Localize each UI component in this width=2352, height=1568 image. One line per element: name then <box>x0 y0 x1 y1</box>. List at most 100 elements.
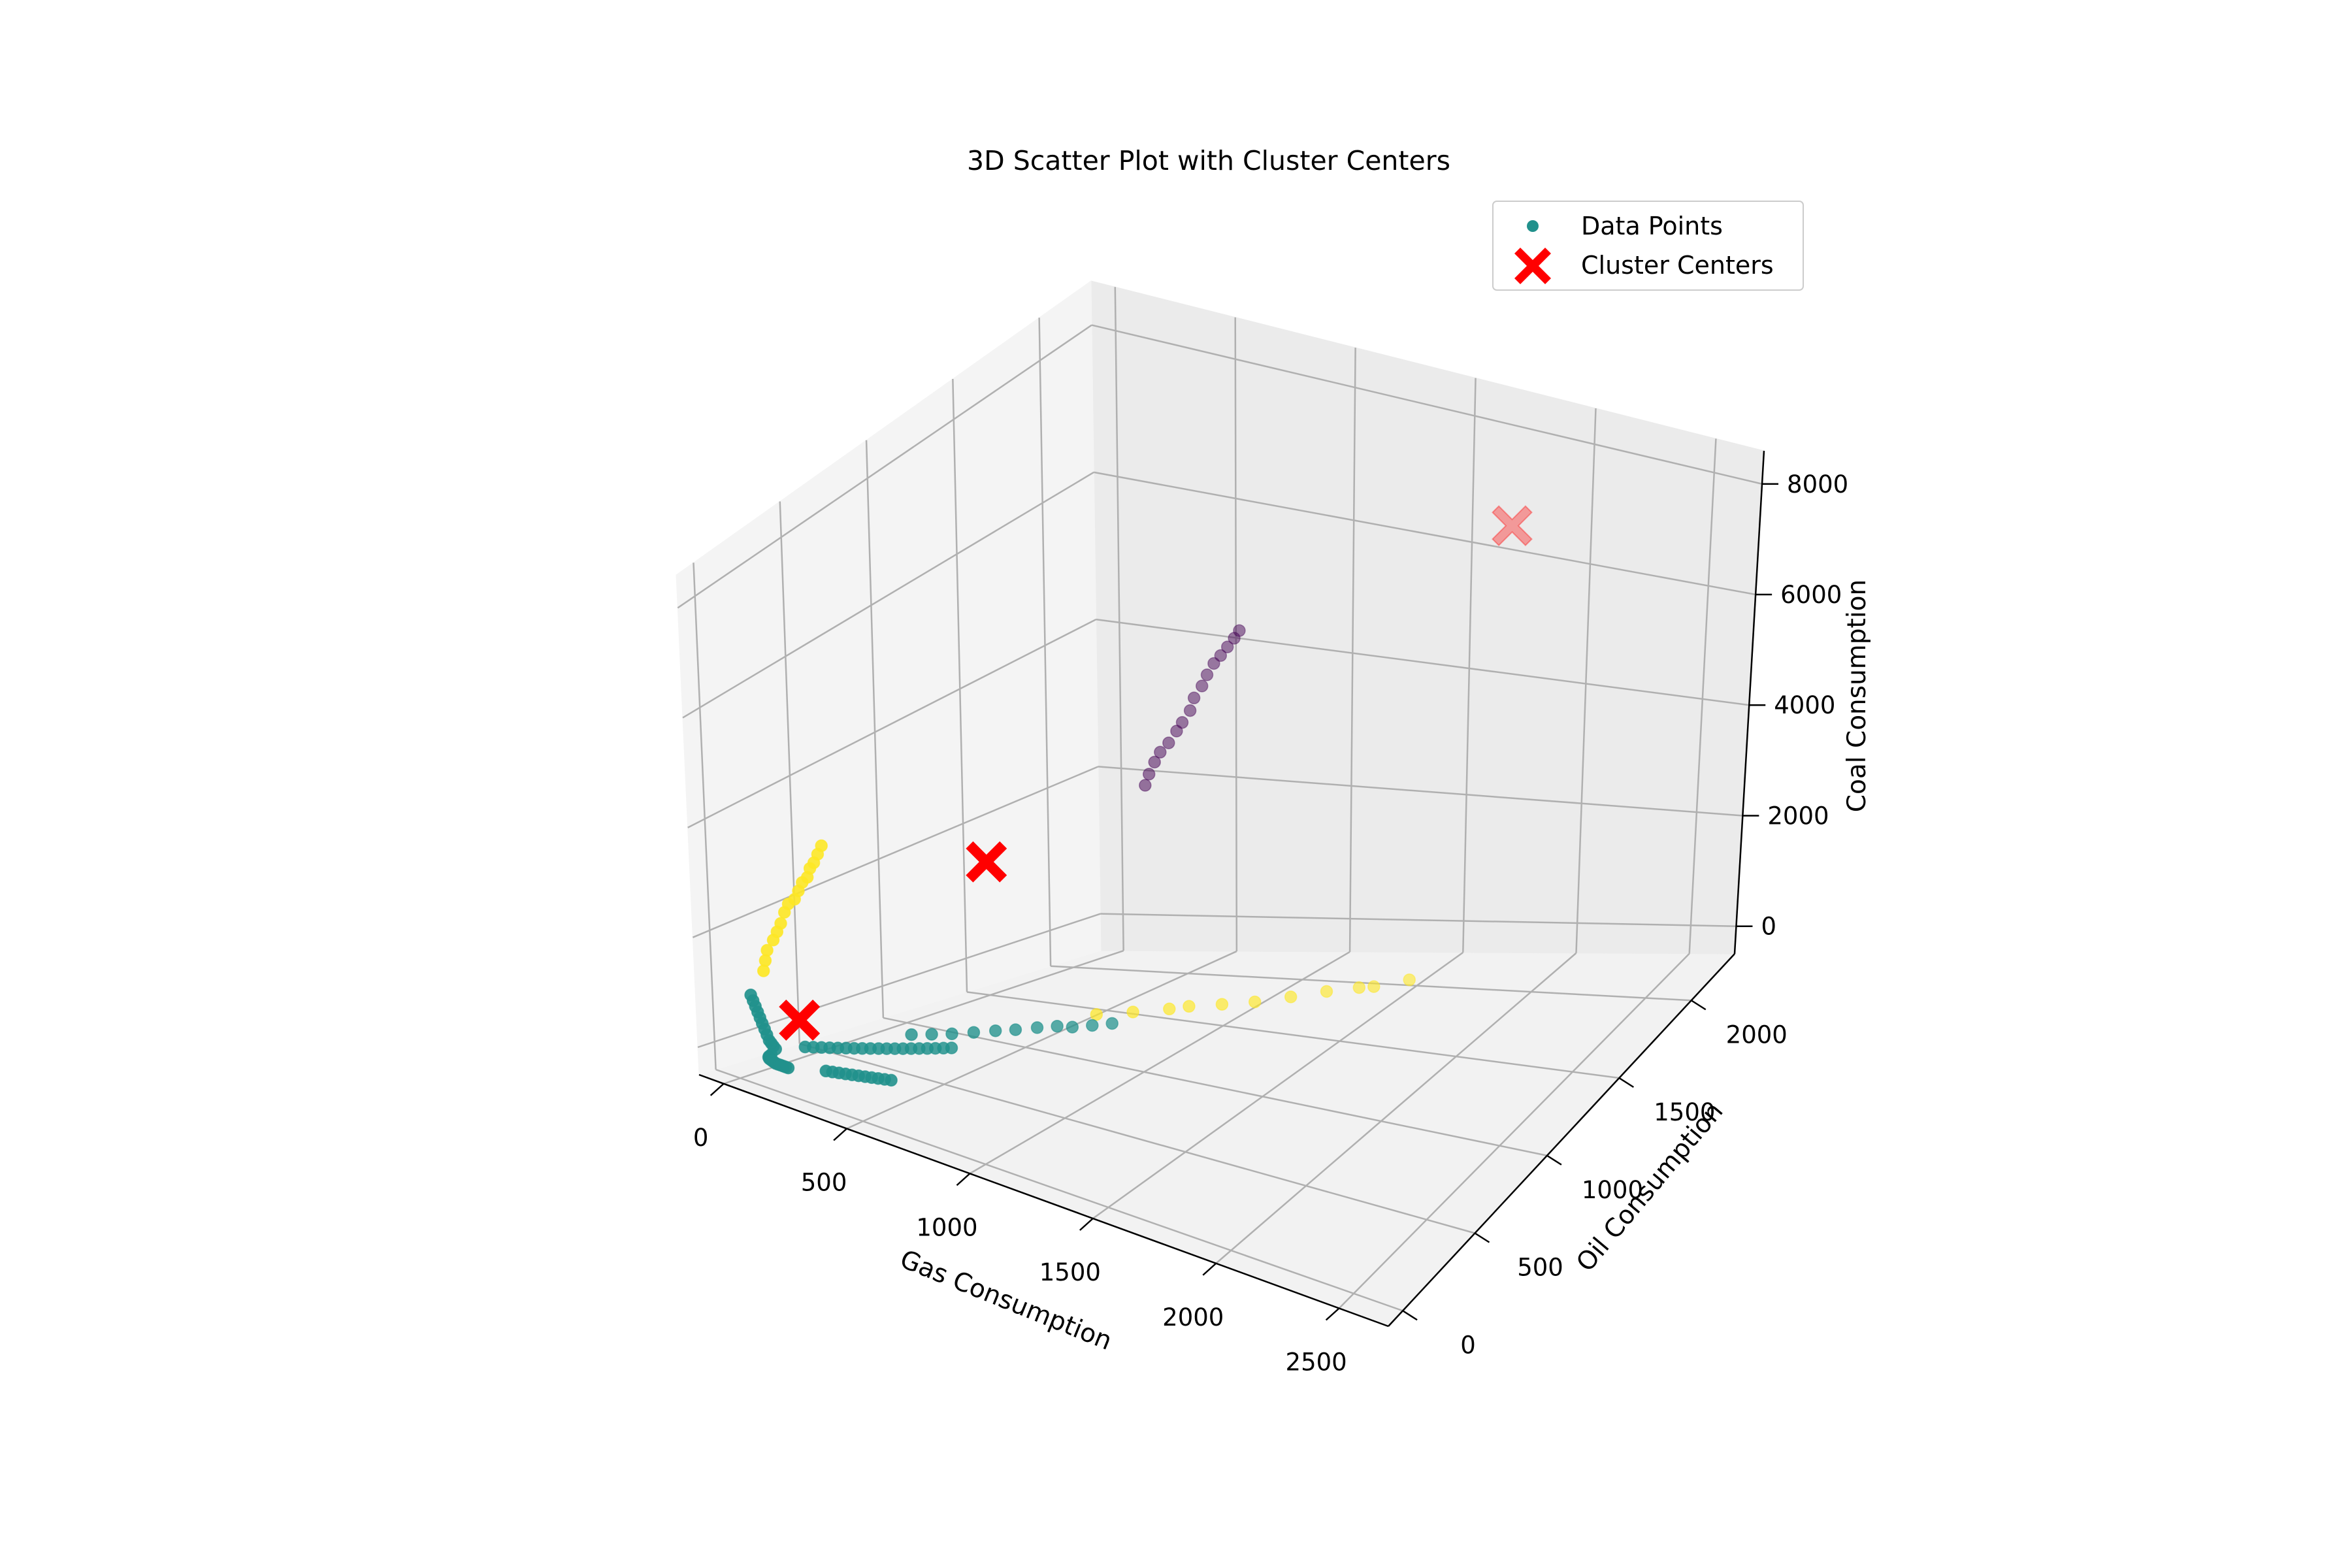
data-point <box>1090 1007 1103 1021</box>
data-point <box>1403 973 1416 987</box>
data-point <box>1215 998 1229 1011</box>
data-point <box>757 964 770 977</box>
data-point <box>1220 640 1234 653</box>
gridline <box>1348 348 1356 952</box>
legend: Data Points Cluster Centers <box>1492 201 1804 291</box>
z-axis-tick-label: 8000 <box>1787 470 1848 498</box>
y-axis-tick-label: 500 <box>1517 1254 1563 1282</box>
gridline <box>677 324 1092 609</box>
gridline <box>1462 378 1477 953</box>
data-point <box>1214 649 1228 662</box>
data-point <box>1367 980 1380 993</box>
data-point <box>798 1040 812 1054</box>
legend-label-cluster-centers: Cluster Centers <box>1581 251 1774 280</box>
y-axis-line <box>1388 953 1735 1327</box>
gridline <box>1114 287 1124 951</box>
scatter-points <box>744 624 1416 1087</box>
gridline <box>865 440 885 1018</box>
gridline <box>1091 324 1763 485</box>
gridline <box>692 766 1099 938</box>
gridline <box>1688 438 1717 954</box>
gridline <box>1098 766 1743 817</box>
data-point <box>819 1064 832 1078</box>
data-point <box>1200 668 1214 681</box>
gridline <box>799 1043 1475 1234</box>
data-point <box>1051 1019 1064 1033</box>
y-axis-tick <box>1402 1310 1418 1321</box>
data-point <box>1066 1021 1079 1034</box>
x-axis-tick-label: 500 <box>801 1169 847 1197</box>
data-point <box>759 954 772 968</box>
gridline <box>1092 951 1464 1220</box>
z-axis-tick-label: 0 <box>1761 913 1776 941</box>
data-point <box>1228 632 1241 645</box>
data-point <box>1175 716 1189 729</box>
data-point <box>1183 1000 1196 1013</box>
gridline <box>779 501 800 1044</box>
x-axis-tick-label: 0 <box>693 1124 709 1152</box>
data-point <box>905 1028 918 1041</box>
z-axis-label: Coal Consumption <box>1842 580 1872 813</box>
data-point <box>1183 704 1197 717</box>
x-axis-tick <box>833 1128 847 1141</box>
x-axis-tick <box>1079 1218 1094 1231</box>
gridline <box>723 949 1124 1085</box>
data-point <box>1030 1021 1044 1034</box>
y-axis-tick-label: 1000 <box>1582 1176 1643 1204</box>
gridline <box>1215 952 1577 1264</box>
gridline <box>1338 953 1690 1309</box>
data-point <box>967 1026 981 1039</box>
legend-marker-data-points <box>1527 220 1539 232</box>
z-axis-tick-label: 6000 <box>1780 581 1842 609</box>
data-point <box>1139 779 1152 792</box>
y-axis-tick-label: 0 <box>1460 1331 1476 1359</box>
data-point <box>1195 679 1209 693</box>
gridline <box>1096 618 1750 706</box>
y-axis-tick-label: 2000 <box>1726 1021 1788 1049</box>
x-axis-tick-label: 2000 <box>1162 1303 1224 1331</box>
data-point <box>1086 1019 1099 1032</box>
data-point <box>1162 736 1175 749</box>
legend-marker-cluster-centers <box>1514 248 1551 284</box>
tick-marks <box>710 483 1779 1321</box>
data-point <box>988 1024 1002 1037</box>
tick-labels: 0 500 1000 1500 2000 2500 0 500 1000 1500 2000 0 200… <box>693 470 1848 1377</box>
gridline <box>1094 471 1756 596</box>
data-point <box>760 943 774 957</box>
axis-lines <box>698 450 1765 1328</box>
gridline <box>715 1068 1403 1312</box>
gridline <box>966 991 1620 1079</box>
x-axis-tick <box>1325 1307 1340 1321</box>
data-point <box>1352 981 1366 994</box>
gridline <box>1100 913 1737 927</box>
grid-lines <box>677 287 1763 1312</box>
data-point <box>945 1027 958 1041</box>
gridline <box>952 378 968 992</box>
data-point <box>1009 1023 1022 1036</box>
x-axis-tick-label: 1500 <box>1039 1258 1101 1286</box>
x-axis-tick <box>710 1083 725 1096</box>
legend-frame <box>1492 201 1804 291</box>
data-point <box>1187 691 1201 705</box>
gridline <box>1038 318 1052 966</box>
gridline <box>1575 408 1597 953</box>
legend-label-data-points: Data Points <box>1581 212 1723 240</box>
x-axis-tick-label: 1000 <box>916 1213 977 1241</box>
data-point <box>744 988 757 1002</box>
x-axis-line <box>698 1073 1389 1328</box>
cluster-center-marker <box>966 841 1007 883</box>
x-axis-tick <box>1202 1262 1217 1276</box>
x-axis-tick <box>956 1173 971 1186</box>
z-axis-tick-label: 4000 <box>1774 691 1835 719</box>
y-axis-tick-label: 1500 <box>1654 1098 1715 1126</box>
cluster-center-marker <box>779 999 821 1041</box>
data-point <box>777 906 791 919</box>
gridline <box>883 1017 1548 1156</box>
left-wall-pane <box>676 280 1102 1075</box>
y-axis-tick <box>1546 1154 1562 1166</box>
data-point <box>925 1028 938 1041</box>
data-point <box>1248 995 1262 1009</box>
y-axis-tick <box>1474 1232 1490 1243</box>
y-axis-tick <box>1691 1000 1707 1011</box>
